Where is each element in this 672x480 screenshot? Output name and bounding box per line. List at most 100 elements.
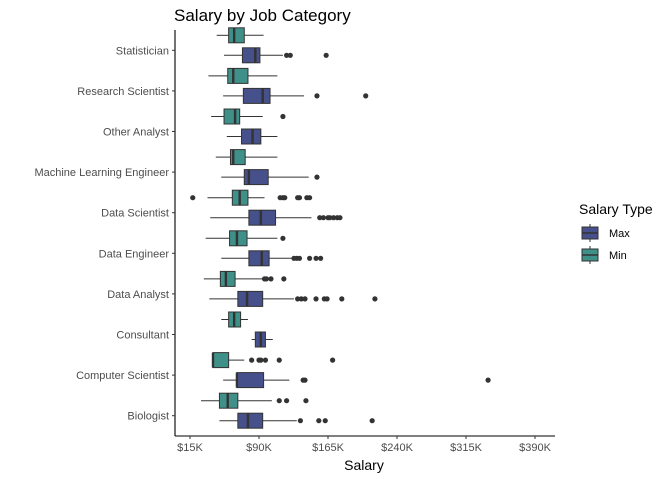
outlier-point [280,235,286,241]
chart-title: Salary by Job Category [174,6,351,25]
box-max [251,331,273,348]
y-tick-label: Data Scientist [101,208,169,220]
outlier-point [282,195,288,201]
outlier-point [262,357,269,363]
legend-item-max: Max [581,224,630,242]
outlier-point [313,255,319,261]
outlier-point [316,418,322,424]
outlier-point [284,52,290,58]
outlier-point [317,215,323,221]
box-max [223,372,491,389]
outlier-point [330,357,336,363]
outlier-point [302,296,308,302]
box-max [226,128,278,145]
outlier-point [307,255,313,261]
y-tick-label: Computer Scientist [76,370,169,382]
outlier-point [327,215,333,221]
outlier-point [323,52,329,58]
box-min [205,230,286,247]
legend: Salary Type Max Min [579,201,653,264]
outlier-point [284,398,290,404]
outlier-point [320,215,326,221]
box-min [203,270,287,287]
plot-area [190,27,491,429]
iqr-box [248,250,270,267]
legend-title: Salary Type [579,201,653,217]
box-max [219,412,375,429]
x-tick-label: $15K [177,442,203,454]
outlier-point [330,215,337,221]
outlier-point [369,418,375,424]
box-min [221,311,248,328]
series-max [209,47,491,429]
series-min [190,27,336,409]
outlier-point [298,296,304,302]
legend-item-min: Min [581,246,627,264]
box-min [190,189,313,206]
y-tick-label: Biologist [127,411,169,423]
iqr-box [228,27,245,44]
iqr-box [237,290,264,307]
y-tick-label: Research Scientist [77,86,169,98]
y-tick-label: Other Analyst [103,127,169,139]
box-min [216,27,264,44]
outlier-point [302,377,308,383]
outlier-point [296,195,303,201]
outlier-point [303,398,309,404]
legend-label: Min [609,250,627,262]
outlier-point [276,398,282,404]
outlier-point [296,255,303,261]
box-max [221,250,324,267]
outlier-point [314,93,320,99]
iqr-box [223,108,241,125]
x-axis-title: Salary [344,457,384,473]
y-axis: Statistician Research Scientist Other Anal… [34,45,175,423]
outlier-point [314,174,320,180]
y-tick-label: Statistician [116,45,169,57]
box-min [211,352,336,369]
outlier-point [287,52,293,58]
y-tick-label: Consultant [116,330,169,342]
iqr-box [241,47,261,64]
outlier-point [372,296,378,302]
iqr-box [212,352,230,369]
outlier-point [322,418,328,424]
iqr-box [248,209,277,226]
y-tick-label: Machine Learning Engineer [34,167,169,179]
box-max [210,209,343,226]
y-tick-label: Data Analyst [107,289,169,301]
x-tick-label: $240K [381,442,413,454]
box-min [215,149,278,166]
iqr-box [236,372,265,389]
iqr-box [241,128,262,145]
outlier-point [295,296,301,302]
outlier-point [324,296,330,302]
box-max [224,47,329,64]
outlier-point [268,276,274,282]
x-tick-label: $90K [246,442,272,454]
iqr-box [242,87,271,104]
outlier-point [363,93,369,99]
x-axis: $15K $90K $165K $240K $315K $390K [177,436,552,454]
x-tick-label: $390K [519,442,551,454]
outlier-point [258,357,264,363]
outlier-point [190,195,196,201]
x-tick-label: $165K [312,442,344,454]
box-max [223,87,369,104]
box-min [208,67,278,84]
outlier-point [307,195,313,201]
iqr-box [227,67,249,84]
iqr-box [243,169,269,186]
x-tick-label: $315K [450,442,482,454]
outlier-point [297,418,303,424]
outlier-point [318,255,324,261]
box-min [201,392,309,409]
outlier-point [263,276,269,282]
outlier-point [339,296,345,302]
outlier-point [276,357,282,363]
iqr-box [237,412,264,429]
outlier-point [280,113,286,120]
box-max [209,290,378,307]
iqr-box [229,230,248,247]
